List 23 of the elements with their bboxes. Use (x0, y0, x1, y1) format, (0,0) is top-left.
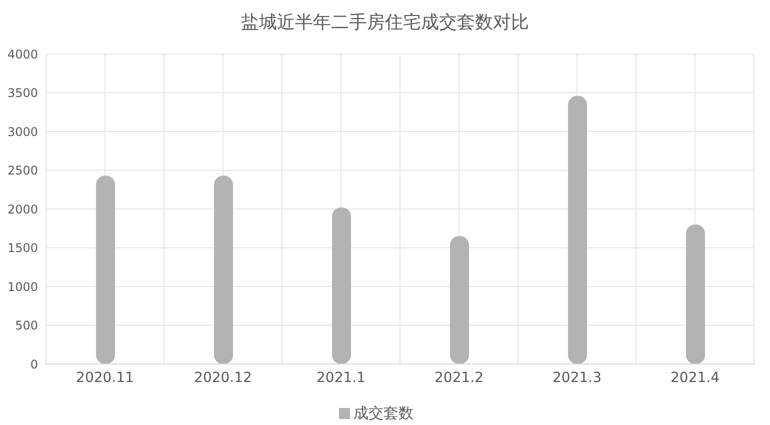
chart-title: 盐城近半年二手房住宅成交套数对比 (240, 11, 530, 35)
y-tick-label: 1500 (7, 241, 38, 256)
x-tick-label: 2021.2 (434, 370, 484, 386)
legend-label: 成交套数 (354, 404, 414, 422)
y-tick-label: 0 (30, 357, 38, 372)
y-tick-label: 3500 (7, 86, 38, 100)
x-tick-label: 2020.12 (194, 370, 252, 386)
y-tick-label: 3000 (7, 124, 38, 139)
y-tick-label: 500 (15, 318, 38, 333)
x-tick-label: 2021.4 (670, 370, 720, 386)
bar (686, 224, 705, 364)
x-tick-label: 2021.1 (316, 370, 366, 386)
bar (450, 236, 469, 364)
bar (568, 96, 587, 364)
x-tick-label: 2021.3 (552, 370, 602, 386)
y-tick-label: 1000 (7, 280, 38, 294)
y-tick-label: 2500 (7, 164, 38, 178)
bar (214, 176, 233, 364)
x-tick-label: 2020.11 (76, 370, 134, 386)
bar (332, 207, 351, 364)
y-tick-label: 4000 (7, 47, 38, 62)
bar (96, 176, 115, 364)
y-tick-label: 2000 (7, 202, 38, 216)
